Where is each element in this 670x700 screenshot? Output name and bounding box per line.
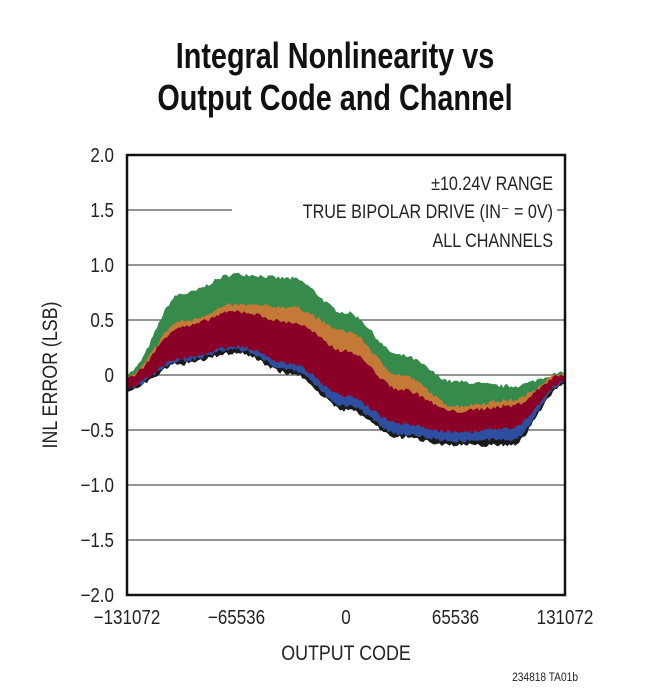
x-axis-label: OUTPUT CODE	[281, 642, 410, 666]
y-tick-label: −0.5	[80, 419, 114, 442]
x-tick-label: 131072	[537, 606, 594, 629]
annotation-background	[232, 165, 558, 255]
annotation-channels: ALL CHANNELS	[432, 230, 553, 252]
annotation-drive: TRUE BIPOLAR DRIVE (IN⁻ = 0V)	[303, 201, 553, 223]
chart-title-line-2: Output Code and Channel	[157, 77, 513, 118]
footnote: 234818 TA01b	[512, 671, 578, 684]
x-tick-label: 65536	[432, 606, 479, 629]
chart-title-line-1: Integral Nonlinearity vs	[175, 35, 495, 76]
y-tick-label: −2.0	[80, 584, 114, 607]
band-channel-red	[127, 310, 565, 434]
y-tick-label: 0.5	[90, 309, 114, 332]
plot-frame	[125, 153, 567, 597]
y-tick-label: −1.0	[80, 474, 114, 497]
annotation-range: ±10.24V RANGE	[431, 173, 553, 195]
y-axis-label: INL ERROR (LSB)	[39, 302, 63, 449]
x-tick-label: −131072	[94, 606, 161, 629]
y-tick-labels: 2.0 1.5 1.0 0.5 0 −0.5 −1.0 −1.5 −2.0	[80, 144, 114, 607]
data-bands	[127, 272, 565, 448]
x-tick-label: −65536	[208, 606, 265, 629]
y-tick-label: 1.5	[90, 199, 114, 222]
x-tick-label: 0	[341, 606, 350, 629]
y-tick-label: 0	[105, 364, 114, 387]
y-tick-label: −1.5	[80, 529, 114, 552]
y-tick-label: 2.0	[90, 144, 114, 167]
y-tick-label: 1.0	[90, 254, 114, 277]
x-tick-labels: −131072 −65536 0 65536 131072	[94, 606, 594, 629]
